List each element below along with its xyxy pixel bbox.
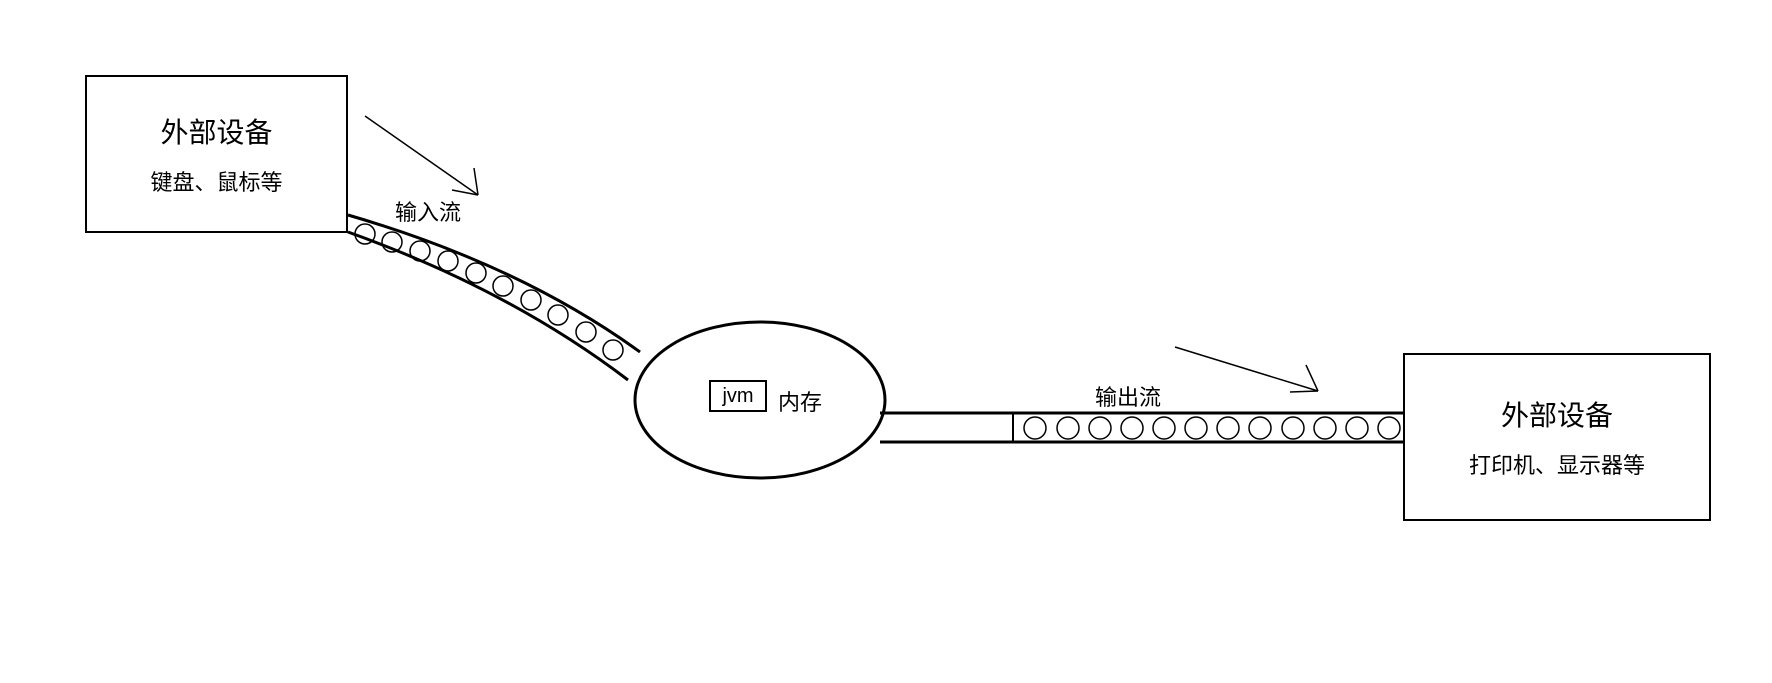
- memory-label: 内存: [778, 385, 822, 417]
- input-stream-label: 输入流: [395, 195, 461, 227]
- external-device-input-box: 外部设备 键盘、鼠标等: [85, 75, 348, 233]
- output-pipe-bits: [1024, 417, 1400, 439]
- jvm-box: jvm: [709, 380, 767, 412]
- io-stream-diagram: 外部设备 键盘、鼠标等 外部设备 打印机、显示器等 jvm 内存 输入流 输出流: [0, 0, 1772, 683]
- right-box-subtitle: 打印机、显示器等: [1469, 448, 1645, 480]
- left-box-title: 外部设备: [160, 111, 272, 151]
- output-stream-label: 输出流: [1095, 380, 1161, 412]
- external-device-output-box: 外部设备 打印机、显示器等: [1403, 353, 1711, 521]
- input-pipe-bottom: [348, 232, 628, 380]
- input-arrow-icon: [365, 116, 478, 195]
- right-box-title: 外部设备: [1501, 394, 1613, 434]
- left-box-subtitle: 键盘、鼠标等: [150, 165, 282, 197]
- output-arrow-icon: [1175, 347, 1318, 392]
